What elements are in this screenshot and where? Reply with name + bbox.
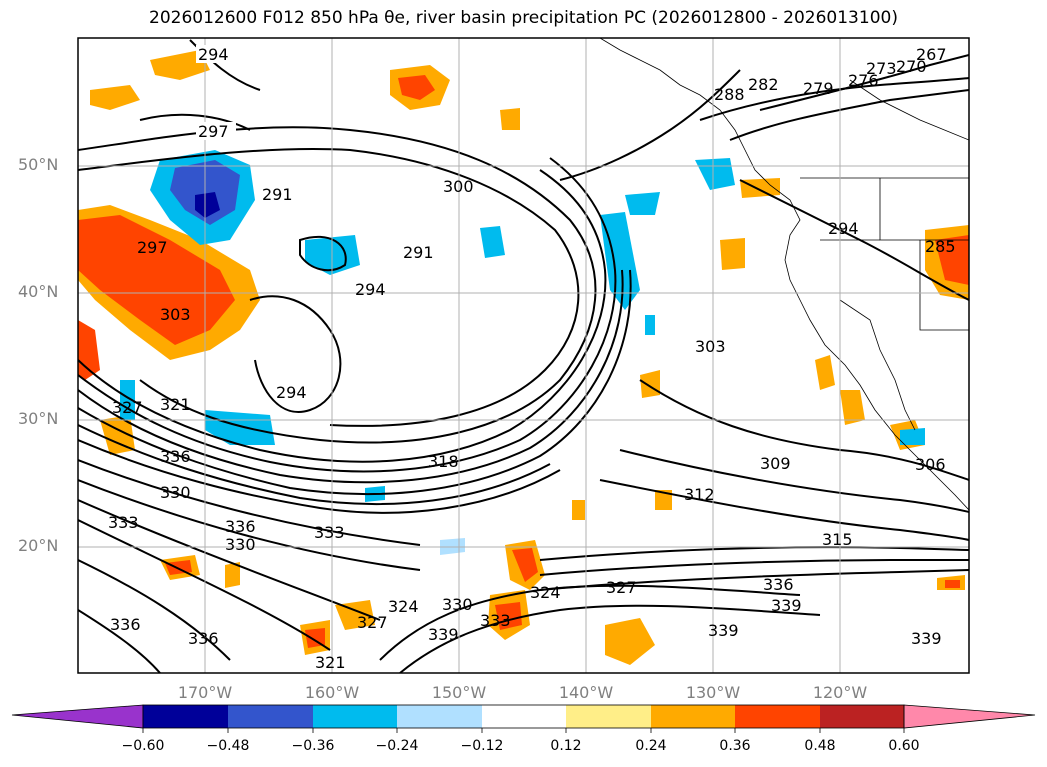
colorbar-extend-max	[903, 704, 1036, 729]
longitude-label: 170°W	[177, 683, 233, 702]
contour-label: 333	[480, 611, 511, 630]
contour-label: 336	[225, 517, 256, 536]
colorbar-tick-label: −0.24	[375, 738, 419, 754]
contour-label: 270	[896, 57, 927, 76]
contour-label: 297	[137, 238, 168, 257]
contour-label: 330	[225, 535, 256, 554]
colorbar-tick-label: 0.24	[635, 738, 667, 754]
contour-label: 327	[606, 578, 637, 597]
contour-label: 282	[748, 75, 779, 94]
contour-label: 339	[771, 596, 802, 615]
colorbar-tick-label: −0.12	[460, 738, 504, 754]
colorbar-extend-min	[11, 704, 144, 729]
colorbar-segment	[313, 705, 397, 728]
longitude-label: 140°W	[558, 683, 614, 702]
colorbar-tick-label: −0.60	[121, 738, 165, 754]
colorbar-segment	[482, 705, 566, 728]
colorbar-tick-label: 0.48	[804, 738, 836, 754]
contour-label: 291	[403, 243, 434, 262]
colorbar-tick-label: −0.36	[291, 738, 335, 754]
contour-label: 327	[357, 613, 388, 632]
contour-label: 324	[388, 597, 419, 616]
contour-label: 318	[428, 452, 459, 471]
contour-label: 330	[442, 595, 473, 614]
contour-label: 294	[828, 219, 859, 238]
contour-label: 333	[108, 513, 139, 532]
longitude-label: 120°W	[812, 683, 868, 702]
contour-label: 303	[160, 305, 191, 324]
latitude-label: 40°N	[18, 282, 59, 301]
colorbar-segment	[735, 705, 820, 728]
contour-label: 306	[915, 455, 946, 474]
colorbar-segment	[143, 705, 228, 728]
theta-e-contours	[78, 39, 969, 673]
contour-label: 336	[763, 575, 794, 594]
colorbar-segment	[397, 705, 482, 728]
contour-label: 273	[866, 59, 897, 78]
positive-anomaly-shading	[78, 50, 969, 665]
colorbar-segment	[820, 705, 904, 728]
contour-label: 297	[198, 122, 229, 141]
longitude-label: 130°W	[685, 683, 741, 702]
contour-label: 315	[822, 530, 853, 549]
latitude-label: 30°N	[18, 409, 59, 428]
contour-labels: 294 297 291 300 291 294 297 303 294 327 …	[108, 45, 956, 672]
graticule	[78, 38, 969, 673]
contour-label: 339	[428, 625, 459, 644]
contour-label: 288	[714, 85, 745, 104]
contour-label: 339	[911, 629, 942, 648]
colorbar-segment	[651, 705, 735, 728]
longitude-label: 160°W	[304, 683, 360, 702]
contour-label: 303	[695, 337, 726, 356]
map-border	[77, 37, 970, 674]
contour-label: 339	[708, 621, 739, 640]
longitude-label: 150°W	[431, 683, 487, 702]
latitude-label: 20°N	[18, 536, 59, 555]
contour-label: 336	[188, 629, 219, 648]
colorbar-segment	[228, 705, 313, 728]
contour-label: 285	[925, 237, 956, 256]
latitude-label: 50°N	[18, 155, 59, 174]
colorbar-tick-label: 0.12	[550, 738, 582, 754]
contour-label: 333	[314, 523, 345, 542]
contour-label: 294	[276, 383, 307, 402]
contour-label: 294	[198, 45, 229, 64]
contour-label: 312	[684, 485, 715, 504]
contour-label: 324	[530, 583, 561, 602]
contour-label: 321	[160, 395, 191, 414]
contour-label: 327	[112, 398, 143, 417]
contour-label: 291	[262, 185, 293, 204]
colorbar-tick-label: −0.48	[206, 738, 250, 754]
colorbar-segment	[566, 705, 651, 728]
contour-label: 336	[110, 615, 141, 634]
colorbar-tick-label: 0.36	[719, 738, 751, 754]
contour-label: 300	[443, 177, 474, 196]
negative-anomaly-shading	[120, 150, 925, 555]
contour-label: 267	[916, 45, 947, 64]
contour-label: 309	[760, 454, 791, 473]
contour-label: 321	[315, 653, 346, 672]
contour-label: 276	[848, 71, 879, 90]
contour-label: 330	[160, 483, 191, 502]
contour-label: 294	[355, 280, 386, 299]
map-title: 2026012600 F012 850 hPa θe, river basin …	[149, 8, 898, 28]
colorbar	[11, 704, 1036, 733]
coastline	[599, 38, 969, 511]
contour-label: 279	[803, 79, 834, 98]
contour-label: 336	[160, 447, 191, 466]
colorbar-tick-label: 0.60	[888, 738, 920, 754]
